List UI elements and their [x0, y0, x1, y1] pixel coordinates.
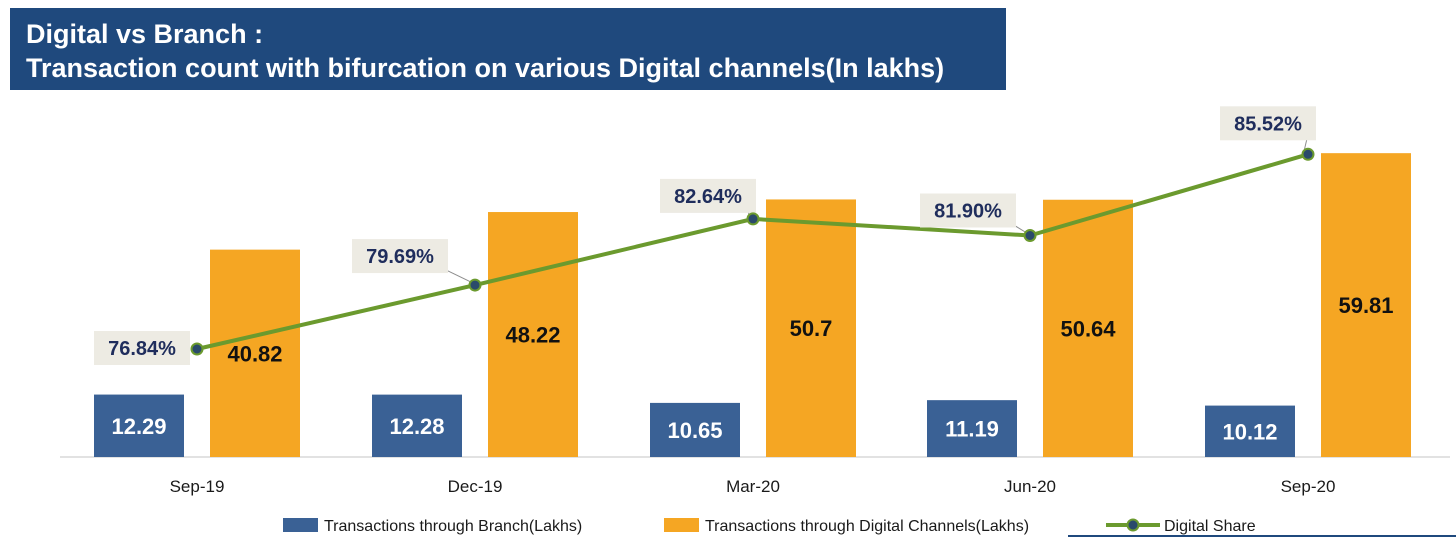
legend-swatch-branch [283, 518, 318, 532]
x-tick-label: Jun-20 [1004, 477, 1056, 496]
branch-bar-label: 11.19 [945, 417, 999, 442]
branch-bar-label: 10.65 [667, 418, 722, 443]
chart-title-line2: Transaction count with bifurcation on va… [26, 53, 945, 83]
share-data-label: 82.64% [674, 186, 742, 208]
x-tick-label: Dec-19 [448, 477, 503, 496]
legend: Transactions through Branch(Lakhs) Transa… [283, 518, 1256, 535]
branch-bar-label: 10.12 [1222, 419, 1277, 444]
digital-bar-label: 40.82 [227, 341, 282, 366]
digital-bar-label: 48.22 [505, 323, 560, 348]
x-tick-label: Mar-20 [726, 477, 780, 496]
branch-bar [1205, 405, 1295, 457]
share-data-label: 85.52% [1234, 113, 1302, 135]
legend-swatch-digital [664, 518, 699, 532]
branch-bar [650, 402, 740, 457]
share-label-box [352, 239, 448, 274]
legend-label-branch: Transactions through Branch(Lakhs) [324, 518, 582, 535]
branch-bar [372, 394, 462, 457]
branch-bar-label: 12.28 [389, 414, 444, 439]
share-data-label: 76.84% [108, 338, 176, 360]
chart-title-line1: Digital vs Branch : [26, 19, 264, 49]
x-tick-label: Sep-19 [170, 477, 225, 496]
share-label-box [94, 331, 190, 365]
branch-bar [94, 394, 184, 457]
digital-bar-label: 50.64 [1060, 316, 1116, 341]
share-label-box [660, 178, 756, 213]
branch-bar [927, 400, 1017, 457]
digital-share-marker [746, 212, 760, 226]
branch-bar-label: 12.29 [111, 414, 166, 439]
legend-swatch-share-marker [1126, 518, 1140, 532]
share-label-box [1220, 106, 1316, 141]
digital-share-marker [1023, 229, 1037, 243]
digital-share-marker [1301, 147, 1315, 161]
digital-share-marker [468, 278, 482, 292]
digital-bar [1043, 199, 1133, 458]
x-tick-label: Sep-20 [1281, 477, 1336, 496]
digital-bar-label: 50.7 [790, 316, 833, 341]
share-data-label: 79.69% [366, 246, 434, 268]
digital-bar [1321, 153, 1411, 457]
digital-bar-label: 59.81 [1338, 293, 1393, 318]
digital-bar [488, 212, 578, 457]
digital-bar [766, 199, 856, 457]
legend-label-digital: Transactions through Digital Channels(La… [705, 518, 1029, 535]
share-label-box [920, 193, 1016, 228]
chart-title-banner: Digital vs Branch : Transaction count wi… [10, 8, 1006, 90]
share-data-label: 81.90% [934, 201, 1002, 223]
digital-bar [210, 249, 300, 457]
legend-label-share: Digital Share [1164, 518, 1256, 535]
digital-share-marker [190, 342, 204, 356]
